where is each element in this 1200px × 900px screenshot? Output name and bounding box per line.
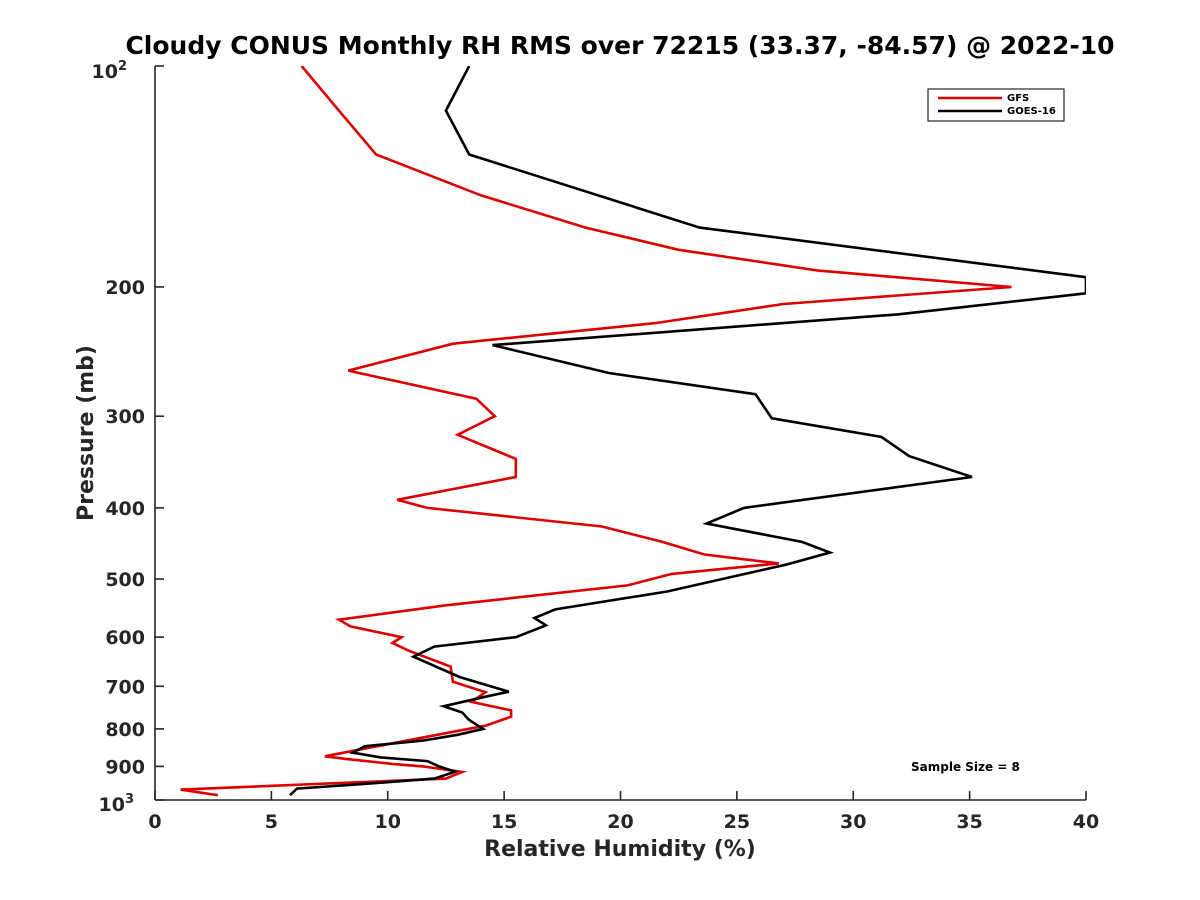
y-tick-label: 700 [105, 676, 145, 698]
y-tick-label: 900 [105, 756, 145, 778]
x-tick-label: 40 [1073, 811, 1099, 833]
y-tick-label-bottom: 103 [99, 792, 135, 816]
y-tick-top: 102 [92, 59, 164, 83]
sample-size-annotation: Sample Size = 8 [911, 760, 1020, 774]
y-tick-label: 800 [105, 719, 145, 741]
series-line-goes16 [289, 66, 1086, 797]
y-tick-bottom: 103 [99, 792, 164, 816]
plot-lines [180, 66, 1086, 797]
x-tick-label: 30 [840, 811, 866, 833]
y-tick-label: 200 [105, 277, 145, 299]
y-tick-top-base: 10 [92, 61, 118, 83]
x-ticks: 0 5 10 15 20 25 30 35 40 [148, 791, 1099, 833]
y-tick-label-top: 102 [92, 59, 128, 83]
x-tick-label: 20 [607, 811, 633, 833]
y-axis-label: Pressure (mb) [74, 345, 99, 521]
y-tick-bottom-base: 10 [99, 794, 125, 816]
legend-box [927, 88, 1065, 122]
x-tick-label: 0 [148, 811, 161, 833]
y-tick-bottom-exp: 3 [125, 792, 134, 807]
x-tick-label: 15 [491, 811, 517, 833]
y-tick-top-exp: 2 [118, 59, 127, 74]
legend-label-goes16: GOES-16 [1007, 106, 1056, 117]
x-tick-label: 10 [375, 811, 401, 833]
y-tick-label: 500 [105, 569, 145, 591]
x-tick-label: 35 [956, 811, 982, 833]
x-tick-label: 5 [265, 811, 278, 833]
chart-title: Cloudy CONUS Monthly RH RMS over 72215 (… [125, 31, 1114, 60]
legend: GFS GOES-16 [927, 88, 1065, 122]
y-tick-label: 300 [105, 406, 145, 428]
y-tick-label: 600 [105, 627, 145, 649]
x-axis-label: Relative Humidity (%) [484, 837, 756, 862]
y-tick-label: 400 [105, 498, 145, 520]
y-ticks: 200 300 400 500 600 700 800 900 [105, 277, 164, 778]
legend-label-gfs: GFS [1007, 93, 1029, 104]
x-tick-label: 25 [724, 811, 750, 833]
